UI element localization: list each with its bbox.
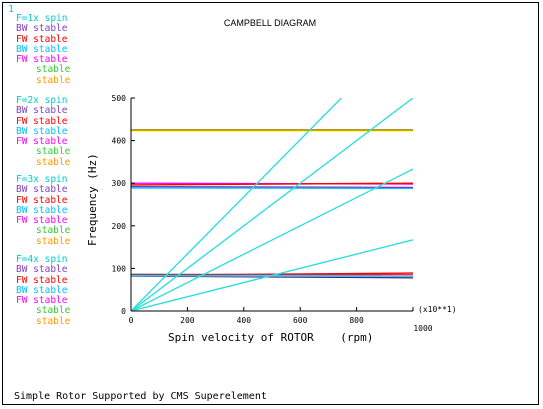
y-tick-label: 200	[112, 222, 127, 231]
x-tick-label: 1000	[413, 324, 432, 333]
y-tick-label: 100	[112, 264, 127, 273]
legend-item: BW stable	[16, 125, 68, 137]
legend-item: FW stable	[16, 194, 68, 206]
legend-item: BW stable	[16, 264, 68, 276]
legend-item: FW stable	[16, 115, 68, 127]
x-axis-label: Spin velocity of ROTOR (rpm)	[168, 331, 373, 344]
legend-item: BW stable	[16, 105, 68, 117]
legend-group: F=2x spin BW stable FW stable BW stable FW s…	[16, 95, 71, 168]
legend-item: stable	[36, 225, 71, 237]
legend-item: F=4x spin	[16, 254, 68, 265]
legend-item: stable	[36, 74, 71, 86]
y-tick-label: 300	[112, 179, 127, 188]
legend-item: stable	[36, 64, 71, 76]
x-tick-label: 400	[237, 316, 252, 325]
legend-item: F=3x spin	[16, 174, 68, 185]
x-scale-note: (x10**1)	[418, 305, 457, 314]
x-tick-label: 600	[293, 316, 308, 325]
legend-item: stable	[36, 305, 71, 317]
x-tick-label: 0	[129, 316, 134, 325]
x-axis-label-text: Spin velocity of ROTOR	[168, 331, 314, 344]
footer-caption: Simple Rotor Supported by CMS Supereleme…	[14, 391, 267, 402]
series-line	[131, 182, 413, 186]
y-tick-label: 0	[121, 307, 126, 316]
legend-item: F=2x spin	[16, 95, 68, 106]
legend-group: F=3x spin BW stable FW stable BW stable FW s…	[16, 174, 71, 247]
series-line	[131, 98, 413, 311]
window-number-label: 1	[8, 4, 15, 15]
legend-item: stable	[36, 146, 71, 158]
legend-item: FW stable	[16, 274, 68, 286]
legend-group: F=4x spin BW stable FW stable BW stable FW s…	[16, 254, 71, 327]
legend-item: stable	[36, 235, 71, 247]
x-axis-unit: (rpm)	[340, 331, 374, 344]
x-tick-label: 200	[180, 316, 195, 325]
chart-title: CAMPBELL DIAGRAM	[223, 18, 317, 28]
legend-item: F=1x spin	[16, 13, 68, 24]
legend-item: FW stable	[16, 54, 68, 66]
series-line	[131, 239, 413, 311]
y-tick-label: 400	[112, 137, 127, 146]
legend-item: stable	[36, 315, 71, 327]
series-line	[131, 185, 413, 189]
plot-frame	[2, 2, 539, 405]
y-axis-label: Frequency (Hz)	[86, 153, 99, 246]
y-tick-label: 500	[112, 94, 127, 103]
legend-item: BW stable	[16, 284, 68, 296]
series-line	[131, 168, 413, 311]
legend-group: F=1x spin BW stable FW stable BW stable FW s…	[16, 13, 71, 86]
legend-item: BW stable	[16, 23, 68, 35]
legend-item: BW stable	[16, 184, 68, 196]
legend-item: FW stable	[16, 295, 68, 307]
legend-item: FW stable	[16, 33, 68, 45]
x-tick-label: 800	[349, 316, 364, 325]
legend-item: BW stable	[16, 204, 68, 216]
legend-item: stable	[36, 156, 71, 168]
legend-item: FW stable	[16, 136, 68, 148]
legend-item: FW stable	[16, 215, 68, 227]
legend-item: BW stable	[16, 43, 68, 55]
series-line	[131, 98, 342, 311]
